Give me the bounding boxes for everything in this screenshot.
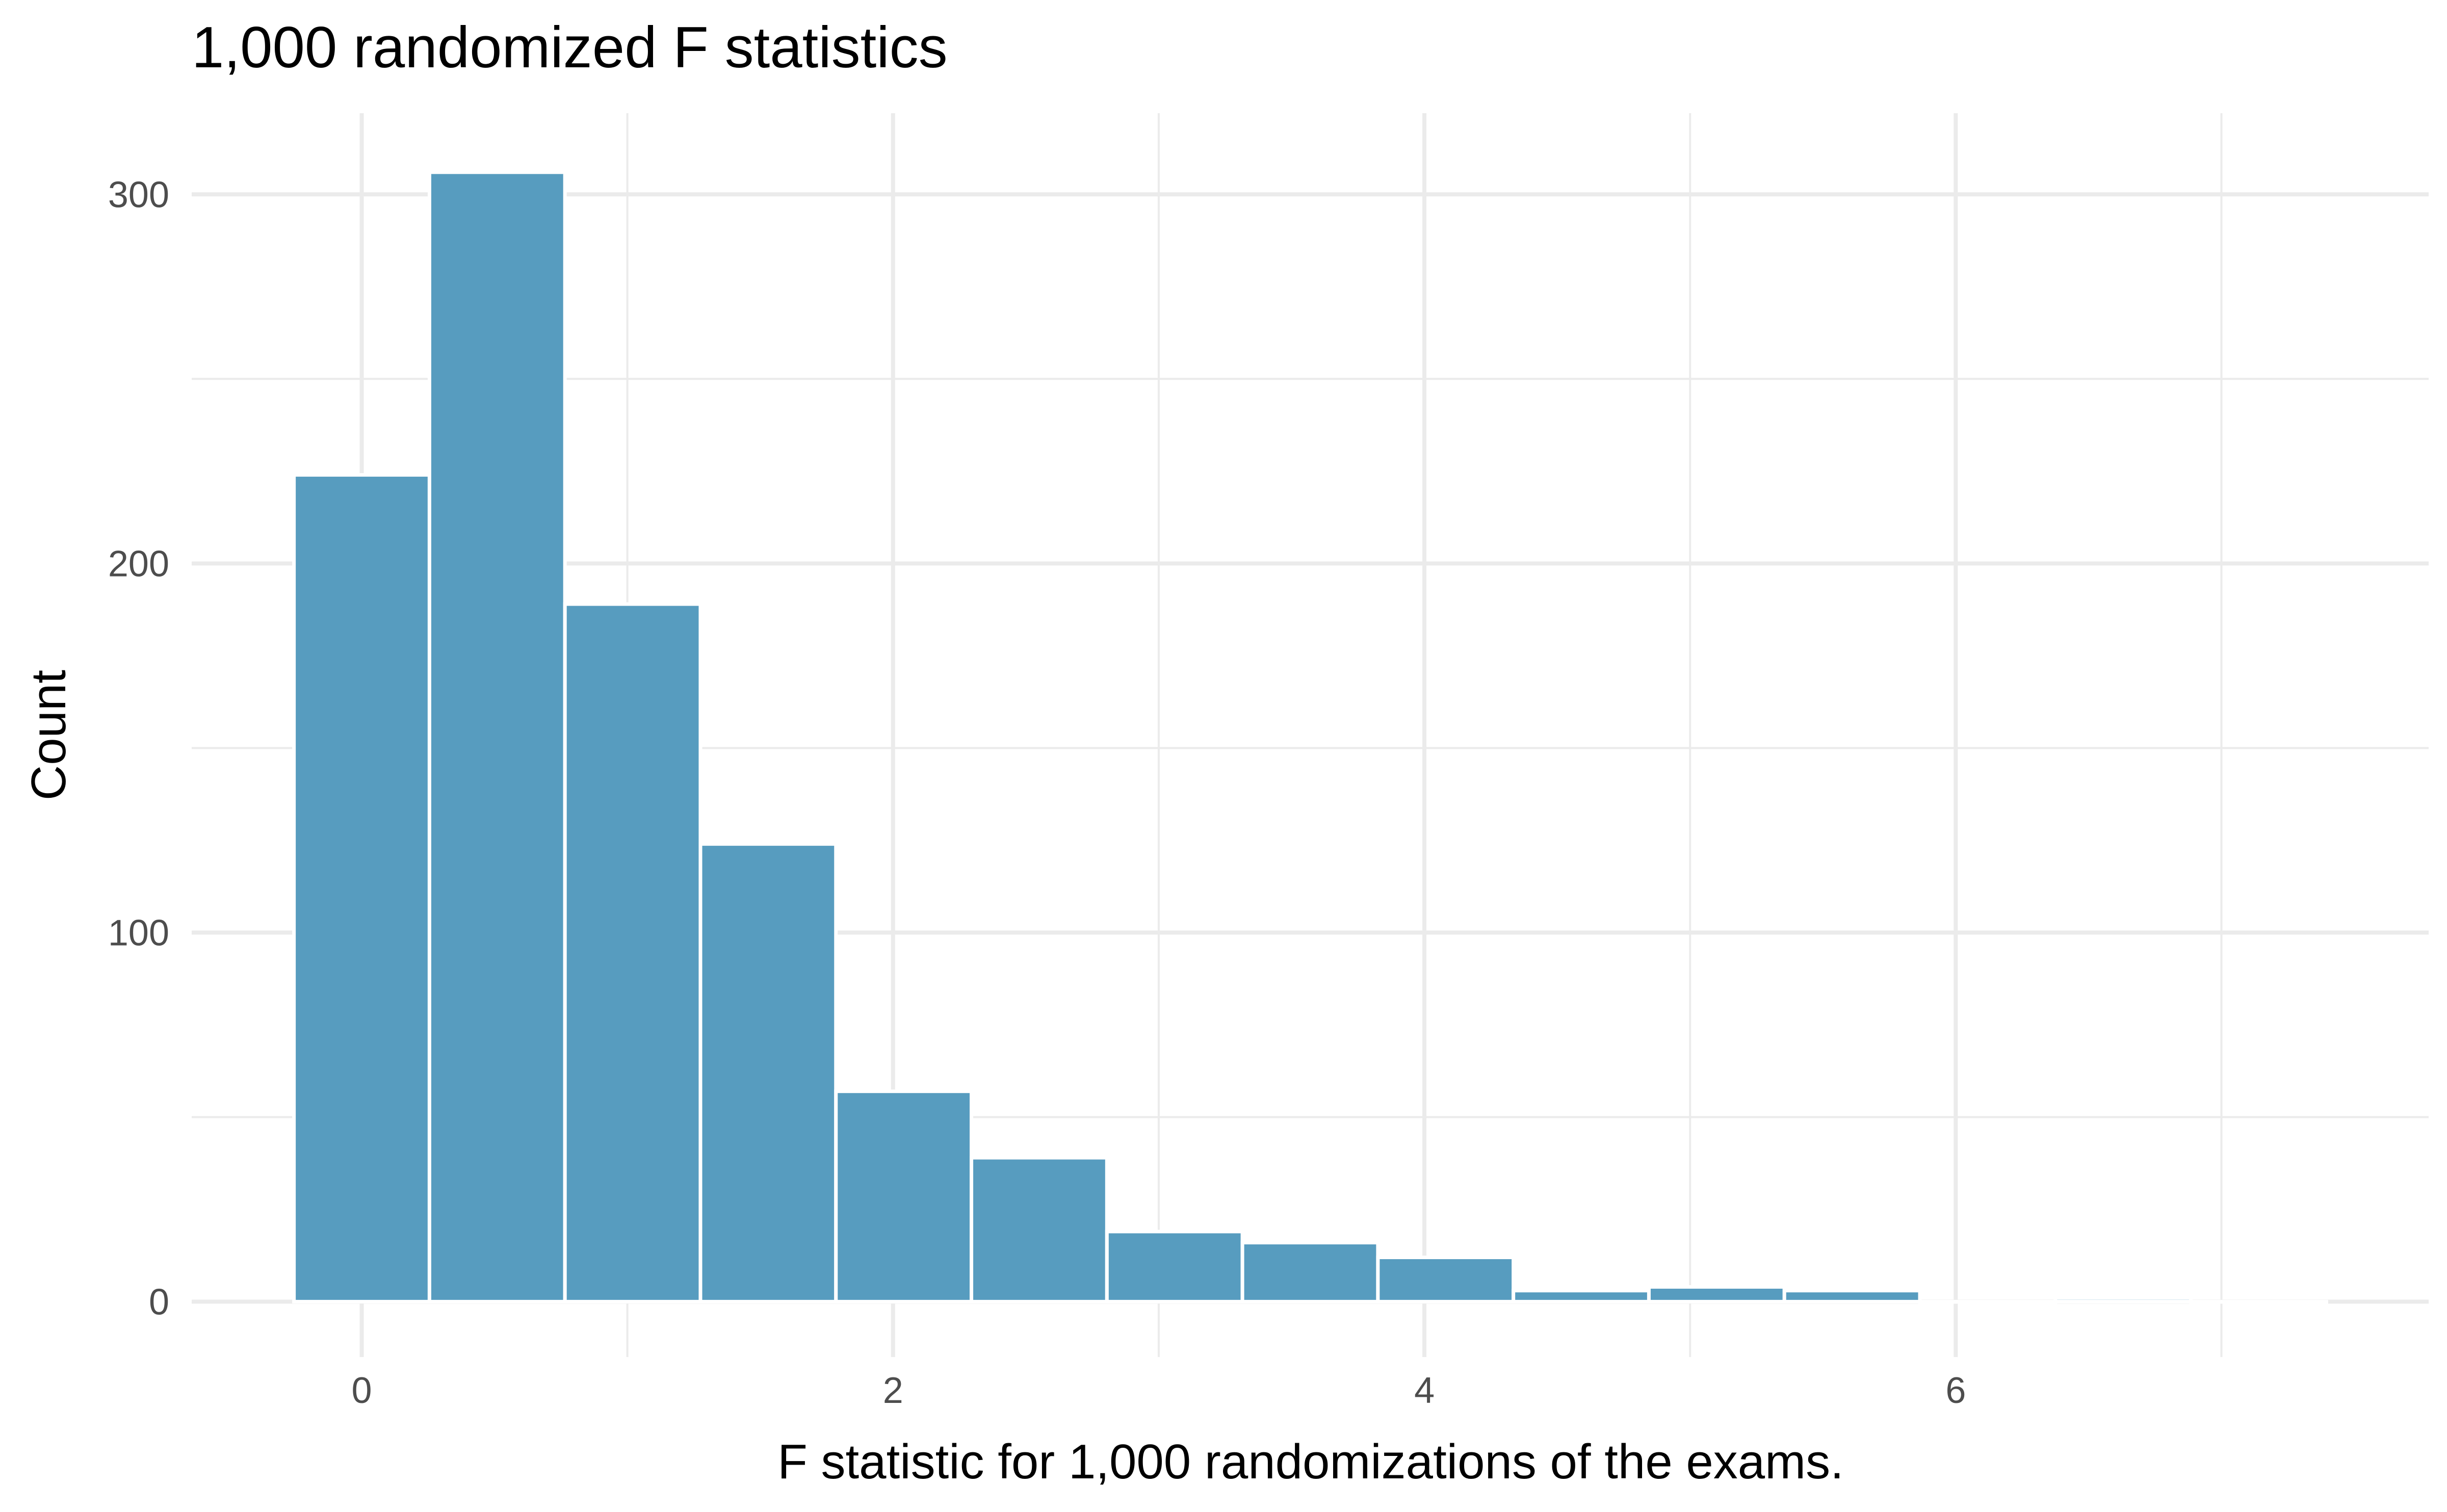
histogram-bar <box>1918 1299 2058 1304</box>
x-tick-label: 6 <box>1945 1370 1966 1411</box>
histogram-bar <box>292 473 431 1304</box>
histogram-bar <box>1105 1230 1244 1304</box>
y-tick-label: 200 <box>108 543 169 584</box>
x-tick-label: 2 <box>883 1370 903 1411</box>
histogram-bar <box>563 602 702 1304</box>
x-axis-title: F statistic for 1,000 randomizations of … <box>777 1435 1844 1489</box>
chart-title: 1,000 randomized F statistics <box>192 15 948 80</box>
y-tick-label: 300 <box>108 174 169 215</box>
x-axis-tick-labels: 0 2 4 6 <box>352 1370 1966 1411</box>
histogram-bar <box>427 170 567 1304</box>
y-tick-label: 0 <box>149 1282 169 1322</box>
x-tick-label: 0 <box>352 1370 372 1411</box>
histogram-bar <box>1782 1289 1922 1304</box>
histogram-bar <box>1512 1289 1651 1304</box>
histogram-bar <box>2053 1296 2193 1304</box>
y-axis-title: Count <box>21 670 76 800</box>
histogram-bar <box>834 1089 974 1304</box>
histogram-bar <box>970 1156 1109 1304</box>
histogram-bar <box>1647 1285 1786 1304</box>
histogram-bar <box>1376 1256 1516 1304</box>
histogram-bar <box>1240 1241 1380 1304</box>
x-tick-label: 4 <box>1414 1370 1435 1411</box>
histogram-bar <box>2189 1299 2328 1304</box>
histogram-bar <box>698 842 838 1304</box>
y-tick-label: 100 <box>108 913 169 953</box>
y-axis-tick-labels: 0 100 200 300 <box>108 174 169 1322</box>
histogram-bars <box>292 170 2328 1304</box>
